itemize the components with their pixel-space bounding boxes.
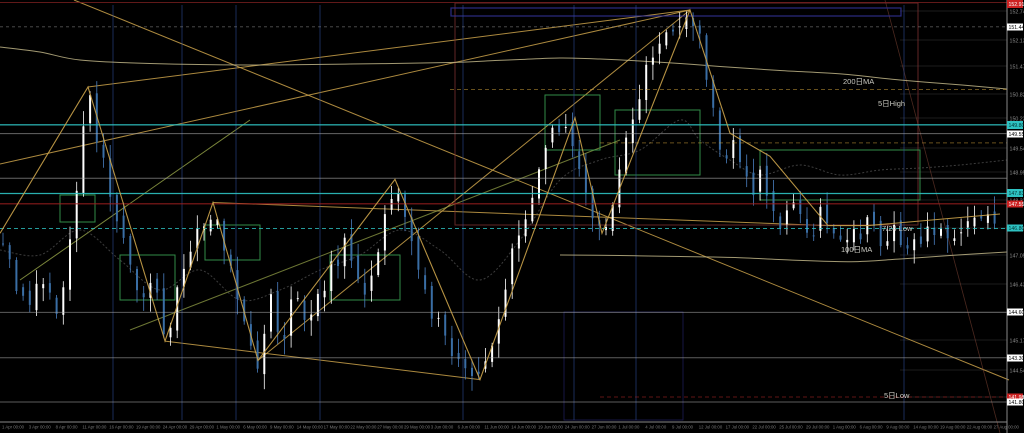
svg-text:22 Jul 00:00: 22 Jul 00:00 — [752, 425, 776, 430]
svg-text:19 Apr 00:00: 19 Apr 00:00 — [136, 425, 161, 430]
svg-text:6 Jun 00:00: 6 Jun 00:00 — [458, 425, 481, 430]
svg-text:5日High: 5日High — [878, 99, 905, 108]
svg-text:17 Jul 00:00: 17 Jul 00:00 — [726, 425, 750, 430]
svg-text:29 May 00:00: 29 May 00:00 — [404, 425, 431, 430]
svg-text:9 May 00:00: 9 May 00:00 — [270, 425, 294, 430]
svg-text:6 May 00:00: 6 May 00:00 — [243, 425, 267, 430]
svg-text:145.170: 145.170 — [1010, 338, 1024, 344]
svg-text:27 May 00:00: 27 May 00:00 — [377, 425, 404, 430]
svg-text:1 May 00:00: 1 May 00:00 — [216, 425, 240, 430]
svg-text:19 Aug 00:00: 19 Aug 00:00 — [940, 425, 966, 430]
svg-text:6 Aug 00:00: 6 Aug 00:00 — [860, 425, 884, 430]
svg-text:4 Jul 00:00: 4 Jul 00:00 — [645, 425, 667, 430]
svg-text:8 Apr 00:00: 8 Apr 00:00 — [56, 425, 79, 430]
svg-text:144.540: 144.540 — [1010, 368, 1024, 374]
svg-text:149.540: 149.540 — [1010, 146, 1024, 152]
svg-text:143.30: 143.30 — [1009, 356, 1024, 362]
svg-text:22 May 00:00: 22 May 00:00 — [350, 425, 377, 430]
svg-text:100日MA: 100日MA — [841, 245, 872, 254]
svg-text:1 Jul 00:00: 1 Jul 00:00 — [618, 425, 640, 430]
svg-text:151.475: 151.475 — [1010, 64, 1024, 70]
svg-text:146.80: 146.80 — [1009, 226, 1024, 232]
svg-text:152.748: 152.748 — [1010, 9, 1024, 15]
svg-text:147.55: 147.55 — [1009, 202, 1024, 208]
svg-text:148.950: 148.950 — [1010, 170, 1024, 176]
svg-text:1 Aug 00:00: 1 Aug 00:00 — [833, 425, 857, 430]
svg-text:22 Aug 00:00: 22 Aug 00:00 — [967, 425, 993, 430]
svg-text:7/24 Low: 7/24 Low — [882, 224, 913, 233]
svg-text:14 Aug 00:00: 14 Aug 00:00 — [913, 425, 939, 430]
svg-text:144.60: 144.60 — [1009, 310, 1024, 316]
svg-text:11 Jun 00:00: 11 Jun 00:00 — [484, 425, 509, 430]
svg-text:14 May 00:00: 14 May 00:00 — [297, 425, 324, 430]
svg-text:141.80: 141.80 — [1009, 400, 1024, 406]
svg-text:147.83: 147.83 — [1009, 191, 1024, 197]
svg-text:24 Apr 00:00: 24 Apr 00:00 — [163, 425, 188, 430]
svg-text:24 Jun 00:00: 24 Jun 00:00 — [565, 425, 590, 430]
svg-text:3 Apr 00:00: 3 Apr 00:00 — [29, 425, 52, 430]
svg-text:149.80: 149.80 — [1009, 123, 1024, 129]
svg-text:29 Apr 00:00: 29 Apr 00:00 — [190, 425, 215, 430]
svg-text:152.130: 152.130 — [1010, 38, 1024, 44]
svg-text:149.55: 149.55 — [1009, 132, 1024, 138]
svg-text:27 Jun 00:00: 27 Jun 00:00 — [592, 425, 617, 430]
svg-text:25 Jul 00:00: 25 Jul 00:00 — [779, 425, 803, 430]
svg-text:5日Low: 5日Low — [884, 391, 910, 400]
svg-text:9 Aug 00:00: 9 Aug 00:00 — [886, 425, 910, 430]
svg-text:1 Apr 00:00: 1 Apr 00:00 — [2, 425, 25, 430]
svg-text:9 Jul 00:00: 9 Jul 00:00 — [672, 425, 694, 430]
svg-text:14 Jun 00:00: 14 Jun 00:00 — [511, 425, 536, 430]
svg-text:17 May 00:00: 17 May 00:00 — [324, 425, 351, 430]
svg-text:11 Apr 00:00: 11 Apr 00:00 — [82, 425, 107, 430]
svg-text:29 Jul 00:00: 29 Jul 00:00 — [806, 425, 830, 430]
svg-text:151.44: 151.44 — [1009, 25, 1024, 31]
svg-text:12 Jul 00:00: 12 Jul 00:00 — [699, 425, 723, 430]
svg-text:16 Apr 00:00: 16 Apr 00:00 — [109, 425, 134, 430]
svg-text:200日MA: 200日MA — [843, 77, 874, 86]
svg-text:3 Jun 00:00: 3 Jun 00:00 — [431, 425, 454, 430]
svg-text:19 Jun 00:00: 19 Jun 00:00 — [538, 425, 563, 430]
svg-text:146.430: 146.430 — [1010, 282, 1024, 288]
svg-text:147.050: 147.050 — [1010, 253, 1024, 259]
svg-text:150.820: 150.820 — [1010, 92, 1024, 98]
svg-text:152.91: 152.91 — [1009, 2, 1024, 8]
